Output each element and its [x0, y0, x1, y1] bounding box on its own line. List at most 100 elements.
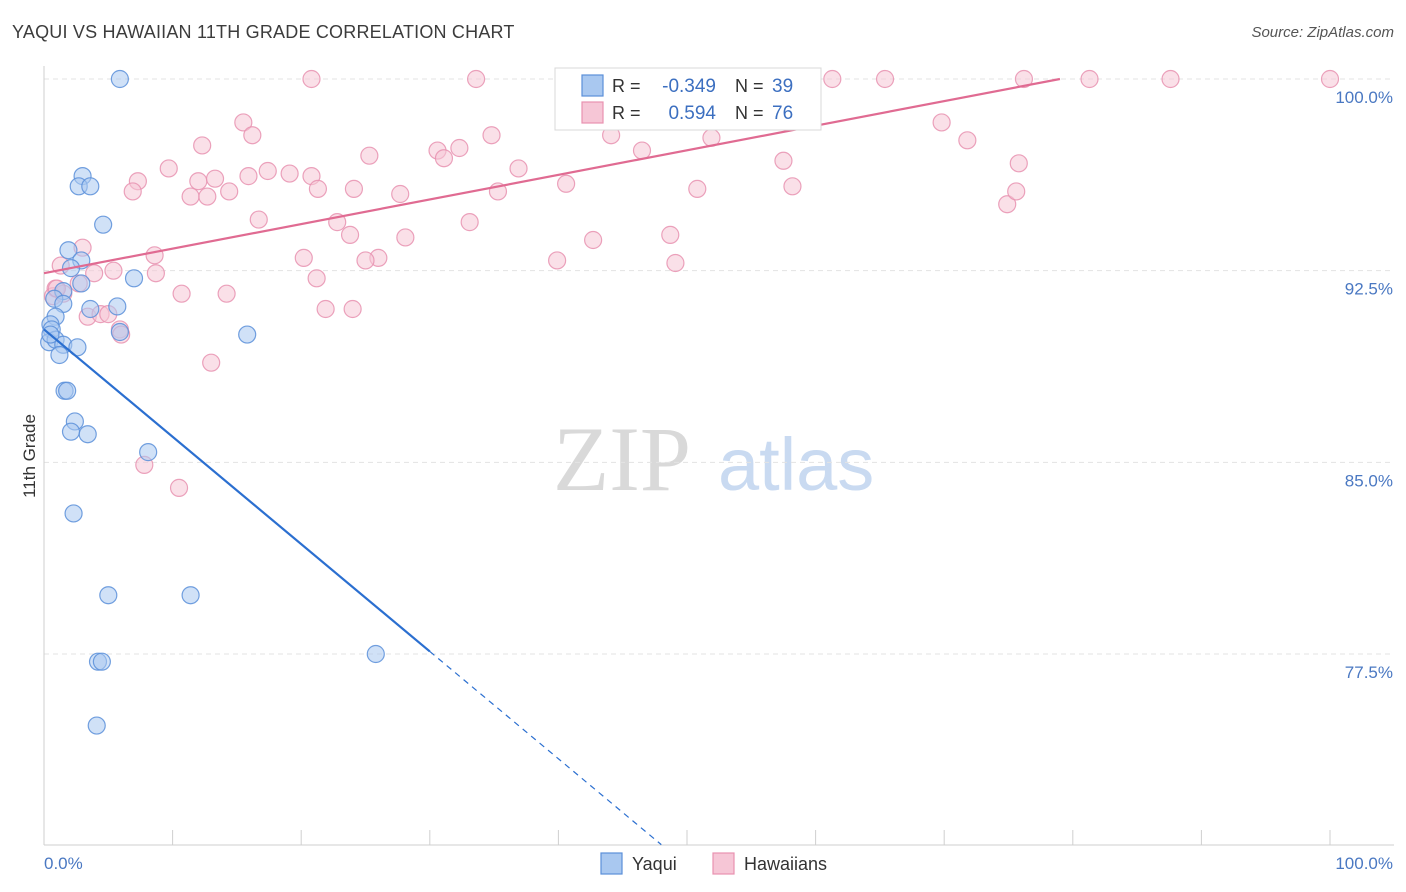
hawaiians-point-38: [181, 187, 200, 206]
hawaiians-point-45: [783, 177, 802, 196]
y-tick-label-2: 85.0%: [1345, 471, 1393, 490]
hawaiians-point-84: [169, 478, 189, 497]
hawaiians-point-66: [146, 264, 165, 283]
yaqui-point-4: [94, 215, 113, 234]
x-ticks: [172, 830, 1331, 845]
yaqui-point-24: [50, 345, 69, 365]
hawaiians-point-54: [396, 228, 415, 247]
watermark: ZIP atlas: [553, 408, 874, 510]
hawaiians-point-8: [1161, 69, 1180, 89]
stats-legend-r-value-hawaiians: 0.594: [668, 103, 716, 124]
hawaiians-point-48: [123, 182, 142, 201]
yaqui-point-5: [59, 241, 78, 260]
hawaiians-point-29: [159, 159, 178, 178]
hawaiians-point-27: [1009, 154, 1028, 173]
trend-layer: [43, 77, 1061, 846]
yaqui-point-31: [64, 504, 83, 523]
stats-legend-n-label-hawaiians: N =: [735, 103, 764, 123]
hawaiians-point-62: [548, 251, 567, 270]
yaqui-point-0: [110, 69, 129, 89]
hawaiians-point-63: [666, 253, 685, 273]
yaqui-point-30: [139, 443, 158, 462]
series-legend: Yaqui Hawaiians: [600, 852, 827, 875]
yaqui-point-19: [238, 325, 257, 344]
trend-line-hawaiians: [43, 77, 1061, 275]
x-tick-label-min: 0.0%: [44, 854, 83, 873]
hawaiians-point-14: [243, 126, 262, 145]
hawaiians-point-65: [104, 261, 123, 280]
hawaiians-point-18: [360, 146, 379, 165]
hawaiians-point-52: [460, 213, 479, 232]
axes: [43, 66, 1394, 846]
yaqui-point-34: [366, 644, 385, 664]
watermark-atlas: atlas: [718, 423, 874, 506]
hawaiians-point-39: [308, 179, 328, 198]
stats-legend: R = -0.349 N = 39 R = 0.594 N = 76: [554, 67, 822, 131]
hawaiians-point-53: [340, 225, 360, 244]
yaqui-point-28: [61, 422, 81, 441]
stats-legend-n-label-yaqui: N =: [735, 76, 764, 96]
hawaiians-point-30: [239, 167, 258, 186]
hawaiians-point-61: [356, 251, 375, 270]
legend-label-yaqui: Yaqui: [632, 854, 677, 874]
hawaiians-point-46: [998, 195, 1017, 214]
hawaiians-point-74: [343, 299, 362, 319]
yaqui-point-9: [72, 274, 91, 293]
hawaiians-point-35: [205, 169, 225, 188]
y-tick-label-1: 92.5%: [1345, 280, 1393, 299]
stats-legend-r-value-yaqui: -0.349: [662, 76, 716, 97]
stats-legend-r-label-yaqui: R =: [612, 76, 641, 96]
yaqui-point-23: [68, 338, 87, 357]
watermark-zip: ZIP: [553, 408, 691, 510]
trend-line-yaqui: [43, 328, 431, 653]
hawaiians-point-15: [932, 113, 951, 132]
yaqui-point-29: [78, 425, 97, 444]
hawaiians-point-17: [450, 138, 469, 158]
hawaiians-point-4: [823, 69, 842, 89]
hawaiians-point-36: [220, 182, 239, 201]
hawaiians-point-34: [189, 172, 208, 191]
hawaiians-point-26: [509, 159, 528, 178]
hawaiians-point-31: [258, 161, 277, 181]
chart-title: YAQUI VS HAWAIIAN 11TH GRADE CORRELATION…: [12, 22, 515, 42]
yaqui-point-14: [108, 297, 127, 316]
stats-legend-r-label-hawaiians: R =: [612, 103, 641, 123]
yaqui-point-26: [58, 381, 77, 400]
hawaiians-point-0: [302, 69, 321, 89]
hawaiians-point-44: [688, 179, 707, 198]
stats-legend-swatch-hawaiians: [581, 101, 604, 124]
legend-swatch-yaqui: [600, 852, 623, 875]
source-label: Source: ZipAtlas.com: [1251, 24, 1394, 41]
hawaiians-point-56: [661, 225, 680, 244]
yaqui-point-37: [87, 716, 106, 735]
yaqui-point-8: [124, 269, 144, 288]
hawaiians-point-40: [344, 179, 364, 198]
hawaiians-point-25: [434, 149, 454, 168]
hawaiians-point-41: [391, 184, 410, 204]
hawaiians-point-24: [958, 131, 977, 150]
points-layer: [40, 69, 1340, 735]
yaqui-point-3: [81, 177, 100, 196]
hawaiians-point-47: [1007, 182, 1026, 201]
stats-legend-swatch-yaqui: [581, 74, 604, 97]
y-tick-label-0: 100.0%: [1335, 88, 1393, 107]
hawaiians-point-72: [217, 284, 236, 303]
yaqui-point-32: [99, 586, 118, 605]
hawaiians-point-43: [557, 174, 576, 193]
hawaiians-point-50: [249, 210, 268, 229]
legend-label-hawaiians: Hawaiians: [744, 854, 827, 874]
hawaiians-point-58: [145, 246, 164, 265]
hawaiians-point-6: [1014, 69, 1034, 89]
hawaiians-point-13: [234, 113, 253, 132]
hawaiians-point-20: [482, 126, 501, 145]
hawaiians-point-1: [466, 69, 486, 89]
y-axis-title: 11th Grade: [20, 414, 39, 498]
gridlines: [44, 78, 1394, 655]
hawaiians-point-73: [316, 299, 335, 319]
hawaiians-point-32: [280, 164, 299, 183]
trend-line-yaqui-extension: [429, 650, 662, 846]
legend-swatch-hawaiians: [712, 852, 735, 875]
yaqui-point-18: [110, 322, 129, 342]
hawaiians-point-10: [1320, 69, 1340, 89]
